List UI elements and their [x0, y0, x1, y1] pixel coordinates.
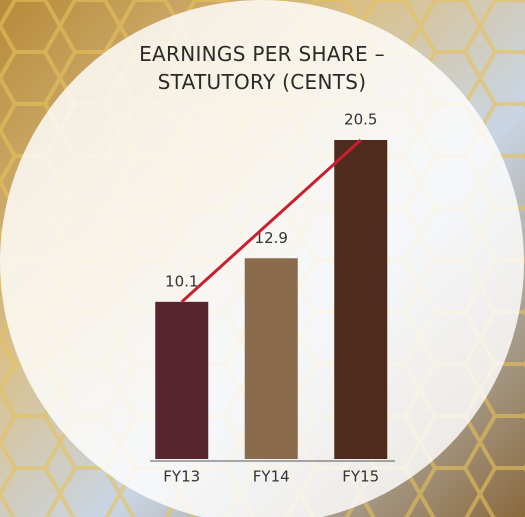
chart-title: EARNINGS PER SHARE – STATUTORY (CENTS) — [107, 40, 417, 96]
x-tick-label: FY15 — [342, 468, 379, 486]
bar — [155, 302, 208, 459]
x-tick-label: FY14 — [253, 468, 290, 486]
x-tick-label: FY13 — [163, 468, 200, 486]
page: {"chart_data": {"type": "bar", "title": … — [0, 0, 525, 517]
bar — [334, 140, 387, 459]
bar — [245, 258, 298, 459]
data-label: 20.5 — [344, 111, 377, 129]
data-label: 10.1 — [165, 272, 198, 290]
